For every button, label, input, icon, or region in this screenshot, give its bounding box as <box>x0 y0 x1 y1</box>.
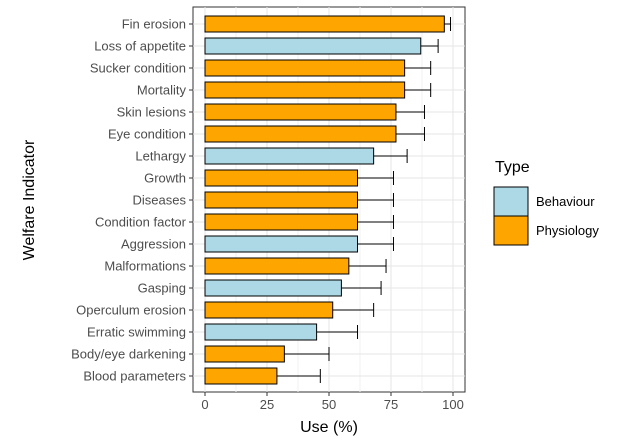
bar <box>204 345 285 363</box>
legend-swatch-behaviour <box>493 186 529 217</box>
legend-swatch-physiology <box>493 215 529 246</box>
error-bar <box>357 193 394 207</box>
y-axis-title: Welfare Indicator <box>21 139 38 260</box>
y-tick-label: Blood parameters <box>83 369 186 384</box>
bar <box>204 213 359 231</box>
y-tick-label: Eye condition <box>108 127 186 142</box>
y-tick-label: Gasping <box>138 281 186 296</box>
bar <box>204 191 359 209</box>
error-bar <box>420 39 439 53</box>
error-bar <box>284 347 330 361</box>
y-tick-label: Diseases <box>133 193 187 208</box>
y-tick-label: Growth <box>144 171 186 186</box>
error-bar <box>395 105 425 119</box>
y-tick-label: Lethargy <box>135 149 186 164</box>
y-tick-label: Fin erosion <box>122 17 186 32</box>
bar <box>204 147 375 165</box>
bar <box>204 323 318 341</box>
y-tick-label: Malformations <box>104 259 186 274</box>
y-tick-label: Condition factor <box>95 215 187 230</box>
bar <box>204 301 334 319</box>
error-bar <box>404 83 432 97</box>
bar <box>204 59 406 77</box>
bar <box>204 37 422 55</box>
y-tick-label: Aggression <box>121 237 186 252</box>
y-tick-label: Operculum erosion <box>76 303 186 318</box>
error-bar <box>395 127 425 141</box>
bar <box>204 257 350 275</box>
bar <box>204 235 359 253</box>
x-tick-label: 50 <box>322 397 336 412</box>
error-bar <box>357 171 394 185</box>
x-tick-label: 0 <box>201 397 208 412</box>
bar <box>204 169 359 187</box>
bar <box>204 81 406 99</box>
error-bar <box>332 303 375 317</box>
y-tick-label: Erratic swimming <box>87 325 186 340</box>
error-bar <box>373 149 408 163</box>
error-bar <box>341 281 382 295</box>
bar <box>204 125 397 143</box>
bar <box>204 279 342 297</box>
x-tick-label: 25 <box>260 397 274 412</box>
y-tick-label: Body/eye darkening <box>71 347 186 362</box>
legend: Type Behaviour Physiology <box>493 159 599 246</box>
error-bar <box>404 61 432 75</box>
error-bar <box>357 237 394 251</box>
y-tick-label: Mortality <box>137 83 187 98</box>
x-axis-title: Use (%) <box>300 419 358 436</box>
y-tick-label: Loss of appetite <box>94 39 186 54</box>
y-tick-label: Sucker condition <box>90 61 186 76</box>
error-bar <box>316 325 359 339</box>
legend-label-behaviour: Behaviour <box>536 194 595 209</box>
x-tick-label: 100 <box>442 397 464 412</box>
bar <box>204 103 397 121</box>
error-bar <box>348 259 387 273</box>
error-bar <box>276 369 321 383</box>
error-bar <box>357 215 394 229</box>
bar <box>204 367 278 385</box>
x-tick-label: 75 <box>384 397 398 412</box>
bar <box>204 15 445 33</box>
error-bar <box>444 17 452 31</box>
y-tick-label: Skin lesions <box>117 105 187 120</box>
legend-title: Type <box>495 159 530 176</box>
legend-label-physiology: Physiology <box>536 223 599 238</box>
